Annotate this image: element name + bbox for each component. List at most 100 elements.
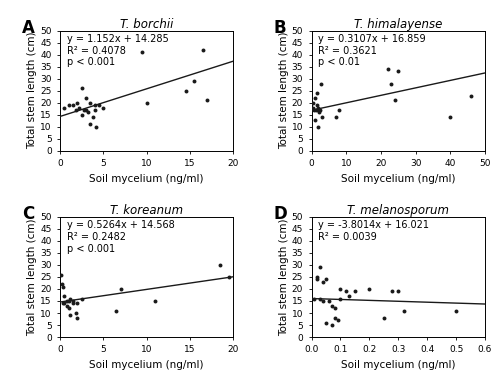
Point [316,107,324,113]
Point [319,298,327,304]
Point [342,288,350,295]
Point [60,105,68,111]
Point [312,102,320,108]
Title: T. koreanum: T. koreanum [110,204,184,217]
Point [182,88,190,94]
X-axis label: Soil mycelium (ng/ml): Soil mycelium (ng/ml) [90,173,204,184]
Point [216,262,224,268]
Point [152,298,160,304]
Point [95,102,103,108]
Point [310,296,318,302]
Text: D: D [274,205,287,223]
Point [334,317,342,323]
Point [60,300,68,306]
Point [190,78,198,84]
X-axis label: Soil mycelium (ng/ml): Soil mycelium (ng/ml) [90,360,204,370]
Point [336,107,344,113]
Point [325,298,333,304]
Point [328,322,336,328]
Point [74,100,82,106]
Point [314,105,322,111]
Title: T. borchii: T. borchii [120,18,174,31]
Point [388,288,396,295]
Point [391,97,399,103]
Point [315,109,323,115]
Y-axis label: Total stem length (cm): Total stem length (cm) [279,218,289,336]
Point [317,80,325,87]
Point [310,107,318,113]
Point [336,296,344,302]
Point [204,97,212,103]
Text: y = 0.3107x + 16.859
R² = 0.3621
p < 0.01: y = 0.3107x + 16.859 R² = 0.3621 p < 0.0… [318,34,426,67]
Point [328,303,336,309]
Point [310,100,318,106]
Point [388,80,396,87]
Point [311,116,319,123]
Point [90,107,98,113]
Point [58,281,66,287]
Point [64,298,72,304]
Point [366,286,374,292]
Point [74,300,82,306]
Point [446,114,454,120]
Text: y = 1.152x + 14.285
R² = 0.4078
p < 0.001: y = 1.152x + 14.285 R² = 0.4078 p < 0.00… [67,34,168,67]
Point [69,298,77,304]
Point [314,276,322,282]
Title: T. melanosporum: T. melanosporum [348,204,450,217]
Point [84,109,92,115]
Point [78,112,86,118]
X-axis label: Soil mycelium (ng/ml): Soil mycelium (ng/ml) [341,173,456,184]
Point [89,114,97,120]
Point [82,107,90,113]
Point [394,288,402,295]
Y-axis label: Total stem length (cm): Total stem length (cm) [28,32,38,149]
Text: y = -3.8014x + 16.021
R² = 0.0039: y = -3.8014x + 16.021 R² = 0.0039 [318,221,430,242]
Point [316,296,324,302]
Point [57,272,65,278]
Point [322,319,330,326]
Point [72,310,80,316]
Point [90,102,98,108]
Point [400,308,408,314]
Point [92,124,100,130]
Text: B: B [274,19,286,37]
Point [116,286,124,292]
Point [311,95,319,101]
Point [86,121,94,128]
Point [63,303,71,309]
Point [314,124,322,130]
Point [69,102,77,108]
Point [100,105,108,111]
Point [380,315,388,321]
Point [58,283,66,290]
Point [384,66,392,72]
Point [452,308,460,314]
Point [75,105,83,111]
Point [312,90,320,96]
Point [80,107,88,113]
Point [58,300,66,306]
Point [142,100,150,106]
Point [82,95,90,101]
Point [60,293,68,299]
Point [330,305,338,311]
Point [225,274,233,280]
Point [66,313,74,319]
Point [314,107,322,113]
X-axis label: Soil mycelium (ng/ml): Soil mycelium (ng/ml) [341,360,456,370]
Point [314,274,322,280]
Point [316,264,324,270]
Point [66,296,74,302]
Y-axis label: Total stem length (cm): Total stem length (cm) [28,218,38,336]
Point [78,296,86,302]
Point [64,305,72,311]
Point [330,315,338,321]
Point [63,298,71,304]
Point [78,85,86,92]
Point [138,49,146,55]
Point [74,315,82,321]
Point [322,276,330,282]
Point [394,69,402,75]
Point [345,293,353,299]
Point [64,102,72,108]
